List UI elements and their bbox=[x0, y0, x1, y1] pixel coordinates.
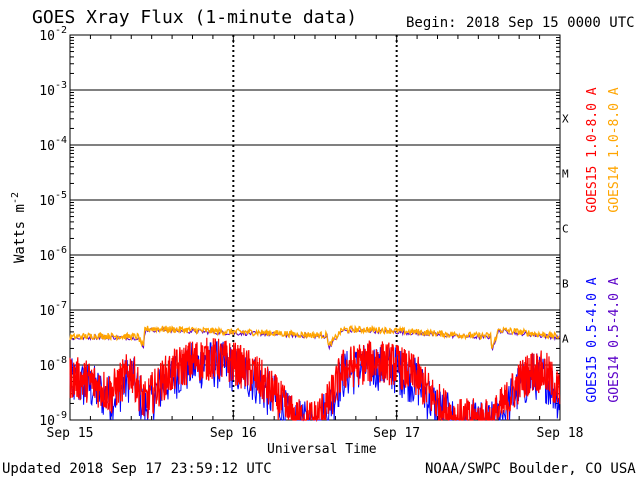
x-tick-label: Sep 16 bbox=[210, 426, 257, 441]
y-tick-label: 10-5 bbox=[39, 190, 67, 209]
flare-class-label: X bbox=[562, 113, 569, 126]
legend-entry: GOES14 1.0-8.0 A bbox=[607, 87, 622, 212]
flare-class-label: A bbox=[562, 333, 569, 346]
x-tick-label: Sep 15 bbox=[47, 426, 94, 441]
y-tick-label: 10-9 bbox=[39, 410, 67, 429]
x-axis-title: Universal Time bbox=[267, 442, 377, 457]
y-tick-label: 10-3 bbox=[39, 80, 67, 99]
x-tick-label: Sep 18 bbox=[537, 426, 584, 441]
legend-entry: GOES15 1.0-8.0 A bbox=[585, 87, 600, 212]
y-axis-title: Watts m-2 bbox=[10, 192, 28, 263]
flare-class-label: B bbox=[562, 278, 569, 291]
legend-entry: GOES15 0.5-4.0 A bbox=[585, 277, 600, 402]
chart-title: GOES Xray Flux (1-minute data) bbox=[32, 7, 358, 28]
series-goes14-long bbox=[69, 324, 560, 349]
y-tick-label: 10-4 bbox=[39, 135, 67, 154]
flare-class-label: C bbox=[562, 223, 569, 236]
footer-updated: Updated 2018 Sep 17 23:59:12 UTC bbox=[2, 461, 272, 477]
flare-class-label: M bbox=[562, 168, 569, 181]
footer-credit: NOAA/SWPC Boulder, CO USA bbox=[425, 461, 636, 477]
begin-value: 2018 Sep 15 0000 UTC bbox=[466, 15, 635, 31]
series-goes15-long bbox=[69, 337, 561, 423]
y-tick-label: 10-6 bbox=[39, 245, 67, 264]
y-tick-label: 10-7 bbox=[39, 300, 67, 319]
legend-entry: GOES14 0.5-4.0 A bbox=[607, 277, 622, 402]
begin-label: Begin: bbox=[406, 15, 457, 31]
y-tick-label: 10-8 bbox=[39, 355, 67, 374]
plot-frame bbox=[69, 34, 561, 421]
y-tick-label: 10-2 bbox=[39, 25, 67, 44]
x-tick-label: Sep 17 bbox=[373, 426, 420, 441]
